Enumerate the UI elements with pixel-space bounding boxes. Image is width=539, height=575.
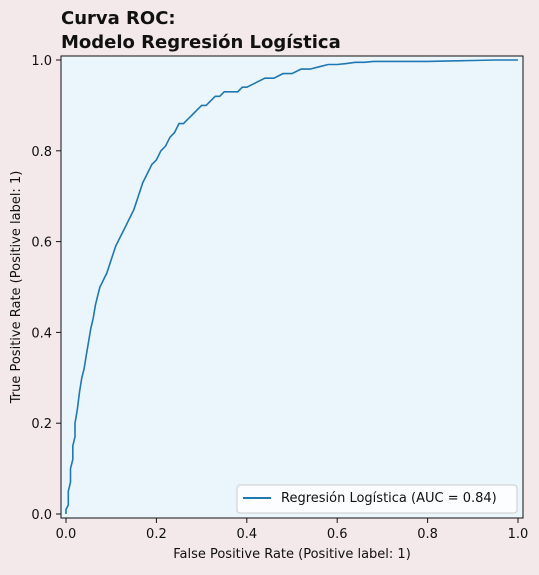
x-tick-label: 0.6 [327, 527, 348, 542]
y-tick-label: 1.0 [31, 54, 52, 69]
x-tick-label: 1.0 [508, 527, 529, 542]
y-tick-label: 0.0 [31, 508, 52, 523]
x-tick-label: 0.8 [417, 527, 438, 542]
x-axis-label: False Positive Rate (Positive label: 1) [173, 547, 411, 562]
y-axis-label: True Positive Rate (Positive label: 1) [9, 171, 24, 405]
chart-title-line-1: Curva ROC: [61, 8, 176, 29]
plot-area [61, 56, 523, 518]
y-tick-label: 0.4 [31, 326, 52, 341]
chart-title-line-2: Modelo Regresión Logística [61, 32, 341, 53]
x-tick-label: 0.4 [236, 527, 257, 542]
y-tick-label: 0.6 [31, 236, 52, 251]
y-tick-label: 0.2 [31, 417, 52, 432]
legend: Regresión Logística (AUC = 0.84) [237, 485, 517, 513]
y-tick-label: 0.8 [31, 145, 52, 160]
legend-label: Regresión Logística (AUC = 0.84) [281, 491, 497, 506]
x-tick-label: 0.2 [146, 527, 167, 542]
x-tick-label: 0.0 [56, 527, 77, 542]
